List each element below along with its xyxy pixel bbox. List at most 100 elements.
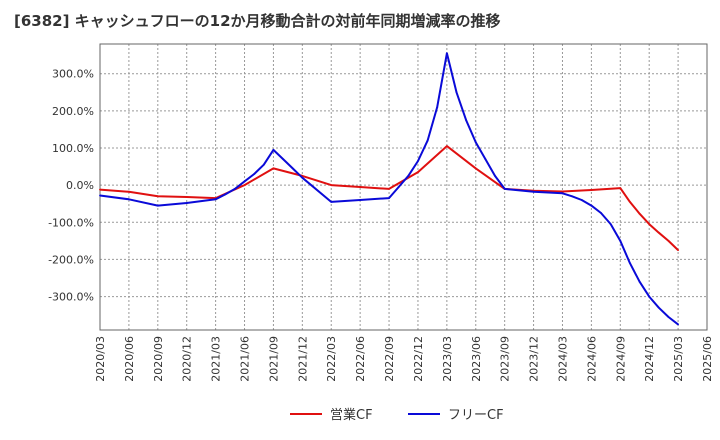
data-point <box>532 190 535 193</box>
x-axis-ticks: 2020/03 2020/06 2020/09 2020/12 2021/03 2021/… <box>94 336 714 382</box>
data-point <box>590 204 593 207</box>
data-point <box>619 187 622 190</box>
data-point <box>282 158 284 161</box>
x-tick-label: 2024/03 <box>556 336 569 382</box>
data-point <box>600 212 602 214</box>
data-point <box>638 280 641 283</box>
data-point <box>359 199 362 201</box>
data-point <box>648 223 651 226</box>
data-point <box>272 167 275 170</box>
data-point <box>445 52 448 55</box>
grid <box>100 44 707 330</box>
plot-frame <box>99 43 708 331</box>
data-point <box>185 202 188 204</box>
data-point <box>156 204 159 207</box>
x-tick-label: 2020/06 <box>123 336 136 382</box>
x-tick-label: 2022/06 <box>354 336 367 382</box>
data-point <box>619 239 622 242</box>
data-point <box>580 199 583 201</box>
data-point <box>590 189 593 191</box>
data-point <box>561 192 564 195</box>
x-tick-label: 2021/06 <box>239 336 252 382</box>
data-point <box>503 187 506 190</box>
data-point <box>629 200 631 203</box>
data-point <box>436 106 439 109</box>
x-tick-label: 2021/03 <box>210 336 223 382</box>
x-tick-label: 2020/09 <box>152 336 165 382</box>
x-tick-label: 2021/09 <box>267 336 280 382</box>
data-point <box>667 239 670 242</box>
data-point <box>272 148 275 151</box>
data-point <box>99 194 101 197</box>
data-point <box>561 190 564 193</box>
data-point <box>657 306 660 309</box>
y-tick-label: -200.0% <box>48 253 94 266</box>
data-point <box>128 198 130 201</box>
data-point <box>388 197 390 200</box>
x-tick-label: 2023/12 <box>528 336 541 382</box>
data-point <box>445 145 448 148</box>
data-point <box>677 323 679 326</box>
y-tick-label: 100.0% <box>52 142 94 155</box>
data-point <box>629 262 631 265</box>
x-tick-label: 2022/03 <box>325 336 338 382</box>
x-tick-label: 2025/06 <box>701 336 714 382</box>
y-tick-label: 300.0% <box>52 68 94 81</box>
data-point <box>156 195 159 198</box>
data-point <box>359 186 362 188</box>
y-tick-label: 0.0% <box>66 179 94 192</box>
data-point <box>426 139 429 142</box>
x-tick-label: 2020/12 <box>181 336 194 382</box>
data-point <box>417 160 419 162</box>
data-point <box>657 231 660 234</box>
data-point <box>397 186 400 188</box>
data-point <box>224 193 227 196</box>
data-point <box>243 180 246 183</box>
data-point <box>243 184 246 187</box>
y-axis-ticks: 300.0% 200.0% 100.0% 0.0% -100.0% -200.0% -300… <box>48 68 94 304</box>
data-point <box>330 200 333 203</box>
data-point <box>484 158 487 161</box>
data-point <box>128 190 130 193</box>
y-tick-label: -100.0% <box>48 216 94 229</box>
data-point <box>474 141 477 144</box>
x-tick-label: 2023/06 <box>470 336 483 382</box>
x-tick-label: 2023/09 <box>499 336 512 382</box>
x-tick-label: 2024/06 <box>585 336 598 382</box>
data-point <box>474 167 477 170</box>
data-point <box>253 173 256 175</box>
data-point <box>99 188 101 191</box>
x-tick-label: 2022/09 <box>383 336 396 382</box>
data-point <box>291 167 294 170</box>
data-point <box>494 174 496 177</box>
x-tick-label: 2024/12 <box>643 336 656 382</box>
data-point <box>233 187 236 190</box>
data-point <box>407 174 410 177</box>
y-tick-label: -300.0% <box>48 291 94 304</box>
y-tick-label: 200.0% <box>52 105 94 118</box>
data-point <box>648 295 651 298</box>
data-point <box>301 176 304 179</box>
x-tick-label: 2025/03 <box>672 336 685 382</box>
data-point <box>677 249 679 252</box>
data-point <box>638 212 641 215</box>
data-point <box>455 91 458 94</box>
data-point <box>571 195 574 198</box>
x-tick-label: 2021/12 <box>296 336 309 382</box>
data-point <box>417 171 419 174</box>
x-tick-label: 2022/12 <box>412 336 425 382</box>
x-tick-label: 2023/03 <box>441 336 454 382</box>
data-point <box>388 187 390 190</box>
series-lines <box>99 52 679 326</box>
data-point <box>667 316 670 318</box>
data-point <box>465 119 468 122</box>
legend: 営業CF フリーCF <box>290 407 504 423</box>
legend-label-1: フリーCF <box>448 408 504 423</box>
data-point <box>609 223 612 226</box>
data-point <box>262 163 265 166</box>
x-tick-label: 2024/09 <box>614 336 627 382</box>
chart-title: [6382] キャッシュフローの12か月移動合計の対前年同期増減率の推移 <box>14 12 501 30</box>
data-point <box>330 184 333 187</box>
data-point <box>214 198 217 201</box>
